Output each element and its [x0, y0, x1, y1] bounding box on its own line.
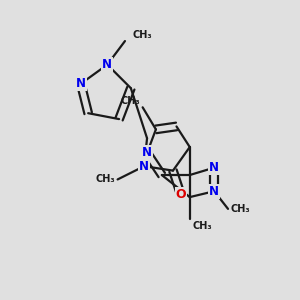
Text: CH₃: CH₃: [193, 221, 212, 231]
Text: O: O: [176, 188, 186, 201]
Text: N: N: [76, 77, 86, 90]
Text: N: N: [209, 185, 219, 198]
Text: N: N: [142, 146, 152, 159]
Text: CH₃: CH₃: [95, 174, 115, 184]
Text: CH₃: CH₃: [231, 204, 250, 214]
Text: N: N: [209, 161, 219, 174]
Text: CH₃: CH₃: [120, 96, 140, 106]
Text: N: N: [139, 160, 149, 173]
Text: CH₃: CH₃: [132, 30, 152, 40]
Text: N: N: [102, 58, 112, 71]
